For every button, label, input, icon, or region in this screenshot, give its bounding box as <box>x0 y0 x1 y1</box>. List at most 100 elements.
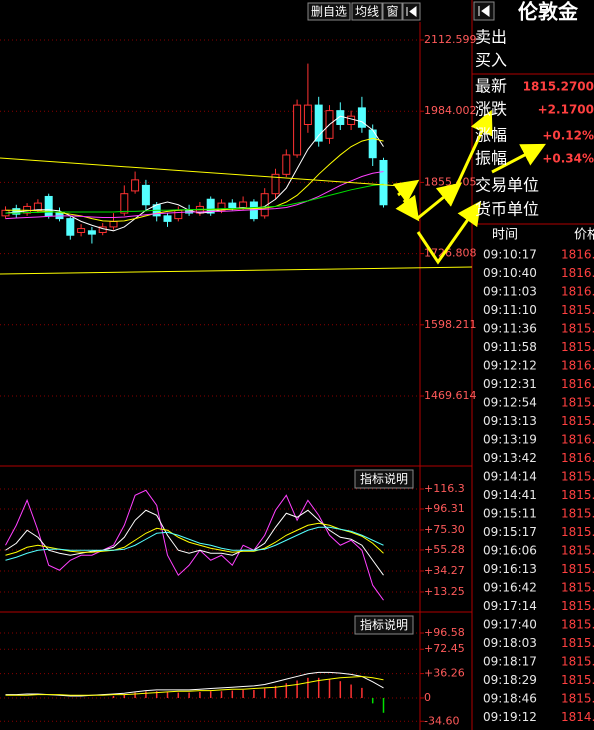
toolbar-button-label: 窗 <box>386 5 398 19</box>
tick-price: 1815. <box>561 322 594 336</box>
tick-time: 09:12:54 <box>483 396 537 410</box>
y-tick-label: 1855.405 <box>424 175 477 188</box>
arrow <box>417 182 462 220</box>
tick-time: 09:12:12 <box>483 359 537 373</box>
tick-price: 1815. <box>561 340 594 354</box>
panel-icon[interactable] <box>473 1 495 21</box>
candle-body <box>303 104 312 125</box>
tick-price: 1816. <box>561 451 594 465</box>
tick-price: 1815. <box>561 692 594 706</box>
y-tick-label: +13.25 <box>424 585 465 598</box>
y-tick-label: 1469.614 <box>424 389 477 402</box>
level-line <box>0 266 473 275</box>
tick-price: 1815. <box>561 636 594 650</box>
toolbar-button-label: 均线 <box>355 5 379 19</box>
quote-label: 涨幅 <box>475 126 507 145</box>
quote-value: +0.12% <box>542 129 594 143</box>
candle-body <box>23 205 32 214</box>
tick-price: 1815. <box>561 581 594 595</box>
y-tick-label: +96.31 <box>424 502 465 515</box>
y-tick-label: +72.45 <box>424 642 465 655</box>
table-header: 时间 <box>492 228 518 243</box>
tick-price: 1815. <box>561 673 594 687</box>
y-tick-label: +36.26 <box>424 667 465 680</box>
tick-time: 09:11:10 <box>483 303 537 317</box>
quote-label: 振幅 <box>475 149 507 168</box>
icon <box>406 6 417 17</box>
y-tick-label: 1598.211 <box>424 318 477 331</box>
candle-body <box>109 220 118 228</box>
candle-body <box>271 173 280 195</box>
tick-time: 09:16:42 <box>483 581 537 595</box>
quote-label: 最新 <box>475 77 507 96</box>
y-tick-label: 0 <box>424 691 431 704</box>
tick-price: 1816. <box>561 266 594 280</box>
arrow <box>450 109 493 197</box>
y-tick-label: +34.27 <box>424 564 465 577</box>
annotations <box>0 109 546 275</box>
y-tick-label: -34.60 <box>424 714 459 727</box>
tick-price: 1815. <box>561 544 594 558</box>
tick-time: 09:13:42 <box>483 451 537 465</box>
tick-price: 1815. <box>561 414 594 428</box>
indicator-line <box>5 509 384 576</box>
quote-value: +2.1700 <box>538 103 594 117</box>
tick-time: 09:18:03 <box>483 636 537 650</box>
toolbar-button[interactable] <box>382 2 403 21</box>
table-header: 价格 <box>574 227 594 243</box>
candle-body <box>131 179 140 192</box>
tick-time: 09:11:36 <box>483 322 537 336</box>
tick-price: 1816. <box>561 285 594 299</box>
tick-price: 1815. <box>561 470 594 484</box>
tick-price: 1815. <box>561 525 594 539</box>
candle-body <box>120 193 129 214</box>
candle-body <box>33 202 42 211</box>
y-tick-label: +75.30 <box>424 523 465 536</box>
tick-price: 1815. <box>561 396 594 410</box>
tick-time: 09:17:40 <box>483 618 537 632</box>
quote-label: 买入 <box>475 51 507 70</box>
tick-time: 09:18:17 <box>483 655 537 669</box>
indicator-line <box>5 671 384 697</box>
candle-body <box>282 154 291 175</box>
candle-body <box>44 195 53 217</box>
tick-time: 09:17:14 <box>483 599 537 613</box>
candle-body <box>293 104 302 156</box>
tick-time: 09:18:46 <box>483 692 537 706</box>
candle-body <box>77 228 86 233</box>
toolbar-button[interactable] <box>307 2 351 21</box>
y-tick-label: 2112.599 <box>424 33 477 46</box>
indicator-line <box>5 675 384 696</box>
quote-label: 涨跌 <box>475 100 507 119</box>
y-tick-label: +116.3 <box>424 482 465 495</box>
tick-time: 09:11:03 <box>483 285 537 299</box>
toolbar-icon[interactable] <box>402 2 421 21</box>
candle-body <box>228 202 237 209</box>
candle-body <box>217 202 226 211</box>
tick-time: 09:16:13 <box>483 562 537 576</box>
indicator-button[interactable] <box>354 615 414 635</box>
tick-price: 1814. <box>561 710 594 724</box>
tick-time: 09:11:58 <box>483 340 537 354</box>
candle-body <box>66 218 75 236</box>
candle-body <box>141 184 150 206</box>
y-tick-label: 1726.808 <box>424 247 477 260</box>
indicator-button-label: 指标说明 <box>360 617 408 632</box>
candle-body <box>87 230 96 235</box>
toolbar-button[interactable] <box>351 2 383 21</box>
indicator-line <box>5 171 384 220</box>
indicator-button[interactable] <box>354 469 414 489</box>
indicator-line <box>5 489 384 601</box>
indicator-line <box>5 183 384 214</box>
quote-label: 货币单位 <box>475 200 539 219</box>
y-tick-label: +55.28 <box>424 543 465 556</box>
tick-time: 09:16:06 <box>483 544 537 558</box>
candle-body <box>379 159 388 206</box>
toolbar: 删自选 均线窗 <box>307 2 403 21</box>
indicator-button-label: 指标说明 <box>360 471 408 486</box>
candle-body <box>347 115 356 125</box>
tick-price: 1815. <box>561 488 594 502</box>
trend-line <box>0 157 401 187</box>
candle-body <box>357 107 366 128</box>
arrow <box>392 179 420 204</box>
